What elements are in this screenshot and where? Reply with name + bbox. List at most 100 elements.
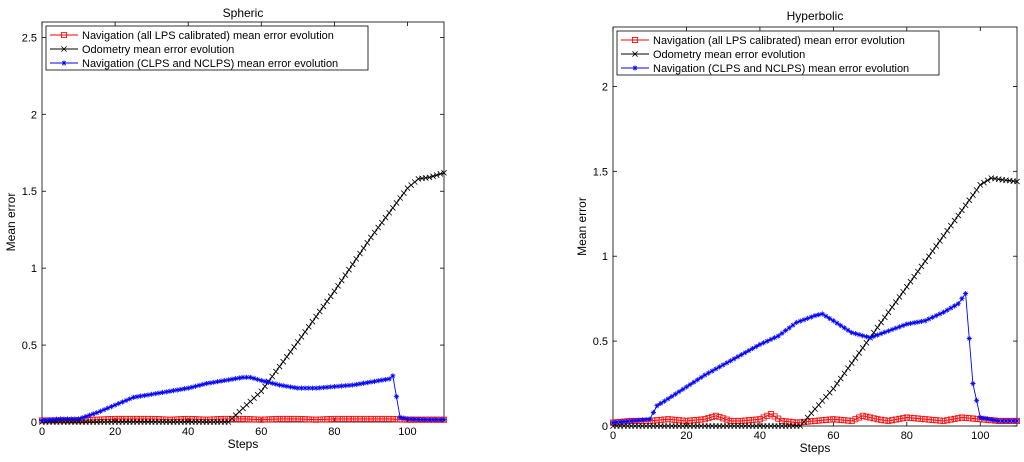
data-point bbox=[375, 224, 382, 231]
data-point bbox=[962, 290, 969, 297]
data-point bbox=[885, 328, 892, 334]
data-point bbox=[258, 416, 265, 423]
data-point bbox=[632, 417, 638, 424]
data-point bbox=[265, 379, 272, 385]
legend-marker bbox=[61, 32, 68, 39]
data-point bbox=[944, 227, 951, 234]
data-point bbox=[269, 373, 276, 380]
data-point bbox=[254, 416, 261, 423]
data-point bbox=[698, 416, 705, 423]
data-point bbox=[782, 418, 789, 425]
data-point bbox=[320, 416, 327, 423]
data-point bbox=[958, 414, 965, 421]
x-tick-label: 0 bbox=[39, 426, 45, 438]
data-point bbox=[947, 416, 954, 423]
data-point bbox=[404, 185, 411, 192]
data-point bbox=[324, 298, 330, 305]
data-point bbox=[918, 415, 925, 422]
x-axis-label: Steps bbox=[228, 437, 259, 451]
data-point bbox=[108, 404, 115, 410]
data-point bbox=[294, 415, 301, 422]
data-point bbox=[335, 415, 342, 422]
data-point bbox=[837, 416, 844, 423]
data-point bbox=[672, 391, 679, 397]
y-tick-label: 2 bbox=[602, 81, 608, 93]
data-point bbox=[753, 416, 760, 423]
data-point bbox=[389, 416, 396, 423]
data-point bbox=[320, 384, 326, 391]
data-point bbox=[342, 383, 348, 389]
data-point bbox=[962, 414, 969, 421]
data-point bbox=[925, 416, 932, 423]
data-point bbox=[94, 410, 100, 416]
legend-entry: Navigation (all LPS calibrated) mean err… bbox=[621, 35, 905, 47]
data-point bbox=[411, 179, 418, 185]
data-point bbox=[415, 416, 422, 422]
data-point bbox=[955, 415, 962, 422]
data-point bbox=[845, 327, 851, 333]
data-point bbox=[687, 381, 693, 388]
data-point bbox=[881, 314, 888, 321]
series-2 bbox=[610, 175, 1020, 429]
data-point bbox=[970, 380, 976, 387]
data-point bbox=[393, 416, 400, 423]
data-point bbox=[46, 417, 52, 423]
data-point bbox=[800, 418, 807, 425]
data-point bbox=[127, 396, 133, 402]
data-point bbox=[229, 376, 235, 382]
data-point bbox=[852, 355, 859, 361]
data-point bbox=[229, 415, 236, 422]
data-point bbox=[665, 416, 672, 423]
data-point bbox=[232, 415, 239, 422]
data-point bbox=[856, 414, 863, 421]
data-point bbox=[650, 409, 656, 416]
data-point bbox=[327, 293, 334, 300]
data-point bbox=[834, 320, 840, 326]
data-point bbox=[933, 313, 939, 319]
data-point bbox=[298, 334, 305, 340]
data-point bbox=[61, 416, 67, 422]
data-point bbox=[378, 219, 385, 226]
data-point bbox=[845, 417, 852, 424]
data-point bbox=[287, 415, 294, 422]
data-point bbox=[167, 388, 173, 394]
chart-panel-1: Spheric 0 20 40 60 80 100 0 0.5 1 1.5 2 2.5 Steps Mean… bbox=[4, 6, 447, 451]
plot-area bbox=[41, 21, 445, 423]
y-tick-label: 0.5 bbox=[22, 340, 37, 352]
data-point bbox=[940, 309, 947, 315]
data-point bbox=[178, 386, 184, 392]
data-point bbox=[914, 268, 921, 275]
data-point bbox=[291, 415, 298, 422]
data-point bbox=[276, 382, 283, 388]
data-point bbox=[705, 415, 712, 422]
data-point bbox=[339, 383, 345, 389]
legend-label: Odometry mean error evolution bbox=[653, 49, 805, 61]
data-point bbox=[731, 356, 737, 362]
data-point bbox=[738, 352, 745, 358]
data-point bbox=[258, 388, 265, 395]
data-point bbox=[262, 383, 268, 390]
data-point bbox=[981, 179, 987, 186]
data-point bbox=[757, 341, 763, 348]
data-point bbox=[808, 410, 815, 417]
data-point bbox=[364, 380, 370, 386]
y-tick-label: 1.5 bbox=[22, 186, 37, 198]
data-point bbox=[441, 169, 447, 176]
data-point bbox=[830, 318, 836, 324]
data-point bbox=[683, 384, 690, 390]
data-point bbox=[929, 248, 936, 255]
data-point bbox=[867, 414, 874, 421]
data-point bbox=[324, 384, 330, 390]
data-point bbox=[357, 381, 363, 387]
data-point bbox=[152, 391, 158, 397]
data-point bbox=[331, 415, 338, 422]
legend: Navigation (all LPS calibrated) mean err… bbox=[616, 30, 940, 76]
data-point bbox=[239, 415, 246, 422]
data-point bbox=[911, 273, 918, 280]
data-point bbox=[936, 238, 943, 244]
data-point bbox=[801, 317, 807, 323]
data-point bbox=[863, 334, 870, 340]
data-point bbox=[705, 370, 712, 376]
data-point bbox=[951, 217, 958, 224]
data-point bbox=[966, 415, 973, 422]
